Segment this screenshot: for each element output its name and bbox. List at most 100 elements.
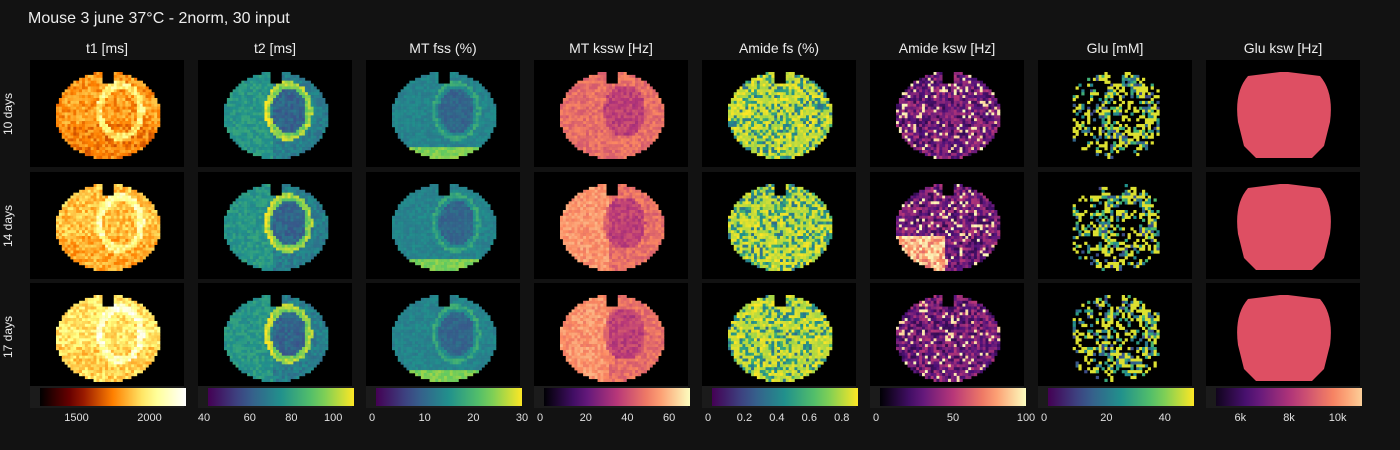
mri-map-image <box>870 172 1024 279</box>
colorbar-tick-label: 6k <box>1234 412 1247 424</box>
colorbar <box>1216 388 1362 406</box>
colorbar <box>880 388 1026 406</box>
mri-map-panel <box>198 60 352 167</box>
mri-map-image <box>702 172 856 279</box>
mri-map-image <box>870 60 1024 167</box>
colorbar-tick-label: 0 <box>536 412 544 424</box>
mri-map-image <box>534 283 688 390</box>
mri-map-panel <box>1206 172 1360 279</box>
colorbar <box>40 388 186 406</box>
column-title: Amide fs (%) <box>738 40 820 56</box>
mri-map-panel <box>366 60 520 167</box>
colorbar-tick-label: 8k <box>1283 412 1295 424</box>
mri-map-image <box>30 172 184 279</box>
colorbar-tick-label: 60 <box>663 412 676 424</box>
mri-map-panel <box>870 283 1024 390</box>
colorbar-tick-label: 0.8 <box>834 412 850 424</box>
colorbar <box>376 388 522 406</box>
colorbar <box>544 388 690 406</box>
colorbar <box>208 388 354 406</box>
mri-map-panel <box>366 172 520 279</box>
column-title: Glu [mM] <box>1086 40 1144 56</box>
row-label-text: 14 days <box>1 204 15 247</box>
mri-map-image <box>534 60 688 167</box>
mri-map-image <box>534 172 688 279</box>
mri-map-image <box>702 283 856 390</box>
mri-map-panel <box>366 283 520 390</box>
colorbar-tick-label: 50 <box>946 412 960 424</box>
colorbar-tick-label: 80 <box>285 412 298 424</box>
mri-map-image <box>870 283 1024 390</box>
colorbar-tick-label: 10k <box>1328 412 1347 424</box>
colorbar-tick-label: 0.6 <box>801 412 817 424</box>
mri-map-panel <box>702 60 856 167</box>
mri-map-panel <box>534 60 688 167</box>
colorbar-tick-label: 0 <box>704 412 712 424</box>
mri-map-image <box>1206 172 1360 279</box>
mri-map-panel <box>534 283 688 390</box>
colorbar <box>712 388 858 406</box>
mri-map-panel <box>870 172 1024 279</box>
mri-map-panel <box>198 283 352 390</box>
mri-map-image <box>1038 283 1192 390</box>
colorbar-tick-label: 40 <box>621 412 634 424</box>
mri-map-panel <box>534 172 688 279</box>
mri-map-panel <box>198 172 352 279</box>
mri-map-image <box>1206 283 1360 390</box>
mri-map-panel <box>1038 60 1192 167</box>
colorbar-tick-label: 20 <box>467 412 480 424</box>
mri-map-image <box>702 60 856 167</box>
column-title: MT kssw [Hz] <box>569 40 653 56</box>
column-title: t1 [ms] <box>85 40 128 56</box>
colorbar-tick-label: 0 <box>1040 412 1048 424</box>
colorbar <box>1048 388 1194 406</box>
colorbar-tick-label: 0 <box>368 412 376 424</box>
mri-map-panel <box>30 60 184 167</box>
glu-ksw-mask <box>1237 184 1331 270</box>
mri-map-image <box>366 283 520 390</box>
mri-map-panel <box>30 172 184 279</box>
mri-map-image <box>366 60 520 167</box>
colorbar-tick-label: 0.2 <box>736 412 753 424</box>
mri-map-panel <box>702 172 856 279</box>
mri-map-panel <box>702 283 856 390</box>
column-title: Glu ksw [Hz] <box>1243 40 1323 56</box>
glu-ksw-mask <box>1237 72 1331 158</box>
mri-map-panel <box>1038 283 1192 390</box>
column-title: MT fss (%) <box>409 40 477 56</box>
colorbar-tick-label: 20 <box>579 412 592 424</box>
mri-map-image <box>1206 60 1360 167</box>
colorbar-tick-label: 1500 <box>64 412 89 424</box>
colorbar-tick-label: 20 <box>1100 412 1113 424</box>
row-label: 14 days <box>1 204 15 246</box>
colorbar-tick-label: 2000 <box>137 412 162 424</box>
mri-map-image <box>198 172 352 279</box>
glu-ksw-mask <box>1237 295 1331 381</box>
column-title: t2 [ms] <box>253 40 296 56</box>
mri-map-panel <box>870 60 1024 167</box>
mri-map-panel <box>1038 172 1192 279</box>
mri-map-image <box>1038 60 1192 167</box>
colorbar-tick-label: 100 <box>1016 412 1036 424</box>
mri-map-image <box>30 283 184 390</box>
row-label: 17 days <box>1 315 15 357</box>
mri-map-image <box>30 60 184 167</box>
mri-map-panel <box>1206 60 1360 167</box>
column-title: Amide ksw [Hz] <box>898 40 996 56</box>
colorbar-tick-label: 30 <box>515 412 529 424</box>
row-label: 10 days <box>1 92 15 134</box>
mri-map-panel <box>30 283 184 390</box>
figure-title: Mouse 3 june 37°C - 2norm, 30 input <box>28 10 290 27</box>
row-label-text: 17 days <box>1 315 15 358</box>
mri-map-image <box>1038 172 1192 279</box>
colorbar-tick-label: 10 <box>418 412 431 424</box>
colorbar-tick-label: 0 <box>872 412 880 424</box>
mri-map-image <box>198 283 352 390</box>
colorbar-tick-label: 60 <box>243 412 256 424</box>
row-label-text: 10 days <box>1 92 15 135</box>
colorbar-tick-label: 0.4 <box>769 412 785 424</box>
mri-map-image <box>198 60 352 167</box>
mri-map-panel <box>1206 283 1360 390</box>
colorbar-tick-label: 40 <box>197 412 211 424</box>
mri-map-image <box>366 172 520 279</box>
